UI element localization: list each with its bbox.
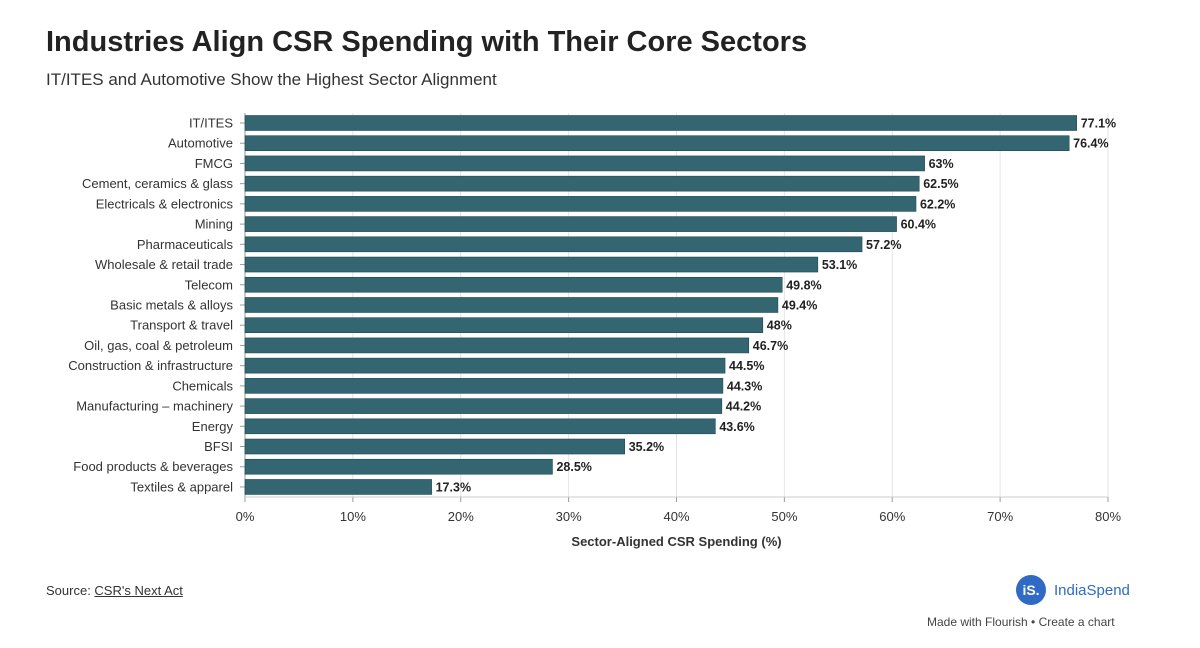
x-tick-label: 40% (663, 509, 689, 524)
bar (244, 297, 779, 313)
data-label: 44.2% (726, 400, 761, 414)
chart-subtitle: IT/ITES and Automotive Show the Highest … (46, 70, 497, 89)
data-label: 17.3% (436, 480, 471, 494)
made-with-flourish[interactable]: Made with Flourish • Create a chart (927, 615, 1115, 629)
category-label: FMCG (195, 156, 233, 171)
x-tick-label: 50% (771, 509, 797, 524)
bar (244, 357, 726, 374)
category-label: Oil, gas, coal & petroleum (84, 338, 233, 353)
data-label: 49.8% (786, 278, 821, 292)
data-label: 49.4% (782, 298, 817, 312)
bar (244, 256, 819, 273)
data-label: 62.5% (923, 177, 958, 191)
indiaspend-logo[interactable]: iS. IndiaSpend (1016, 575, 1130, 605)
bar (244, 115, 1078, 131)
bar (244, 135, 1070, 152)
source-note: Source: CSR's Next Act (46, 583, 183, 598)
x-tick-label: 70% (987, 509, 1013, 524)
x-tick-label: 0% (236, 509, 255, 524)
bar (244, 438, 626, 455)
x-tick-label: 30% (556, 509, 582, 524)
category-label: Automotive (168, 136, 233, 151)
category-label: Textiles & apparel (130, 479, 233, 494)
data-label: 76.4% (1073, 137, 1108, 151)
bar (244, 276, 783, 293)
bar-chart: 0% 10% 20% 30% 40% 50% 60% 70% 80% IT/ITES 77.1% Au… (68, 113, 1121, 549)
data-label: 48% (767, 319, 792, 333)
category-label: Energy (192, 419, 234, 434)
bar (244, 196, 917, 212)
bar (244, 317, 764, 334)
data-label: 60.4% (901, 218, 936, 232)
category-label: Manufacturing – machinery (76, 399, 233, 414)
bar (244, 236, 863, 253)
category-label: Electricals & electronics (96, 196, 234, 211)
bar (244, 216, 897, 232)
x-tick-label: 10% (340, 509, 366, 524)
bar (244, 337, 750, 354)
data-label: 46.7% (753, 339, 788, 353)
bar (244, 175, 920, 192)
category-label: Chemicals (172, 378, 233, 393)
category-label: Pharmaceuticals (137, 237, 234, 252)
bar (244, 378, 724, 394)
data-label: 35.2% (629, 440, 664, 454)
category-label: Basic metals & alloys (110, 297, 233, 312)
bar (244, 418, 716, 435)
category-label: Cement, ceramics & glass (82, 176, 233, 191)
bar (244, 155, 925, 172)
data-label: 28.5% (556, 460, 591, 474)
data-label: 62.2% (920, 197, 955, 211)
data-label: 77.1% (1081, 117, 1116, 131)
x-tick-label: 20% (448, 509, 474, 524)
logo-text: IndiaSpend (1054, 581, 1130, 599)
bar (244, 398, 723, 414)
category-label: Wholesale & retail trade (95, 257, 233, 272)
data-label: 44.5% (729, 359, 764, 373)
logo-mark: iS. (1016, 575, 1046, 605)
category-label: IT/ITES (189, 116, 233, 131)
category-label: Mining (195, 217, 233, 232)
category-label: BFSI (204, 439, 233, 454)
data-label: 43.6% (719, 420, 754, 434)
source-label: Source: (46, 583, 95, 598)
source-link[interactable]: CSR's Next Act (94, 583, 183, 598)
chart-title: Industries Align CSR Spending with Their… (46, 26, 808, 58)
data-label: 57.2% (866, 238, 901, 252)
bar (244, 458, 553, 475)
bar (244, 479, 432, 495)
x-axis-title: Sector-Aligned CSR Spending (%) (571, 534, 781, 549)
category-label: Construction & infrastructure (68, 358, 233, 373)
data-label: 44.3% (727, 379, 762, 393)
data-label: 63% (929, 157, 954, 171)
x-tick-label: 60% (879, 509, 905, 524)
category-label: Transport & travel (130, 318, 233, 333)
category-label: Food products & beverages (73, 459, 233, 474)
category-label: Telecom (185, 277, 233, 292)
data-label: 53.1% (822, 258, 857, 272)
x-tick-label: 80% (1095, 509, 1121, 524)
